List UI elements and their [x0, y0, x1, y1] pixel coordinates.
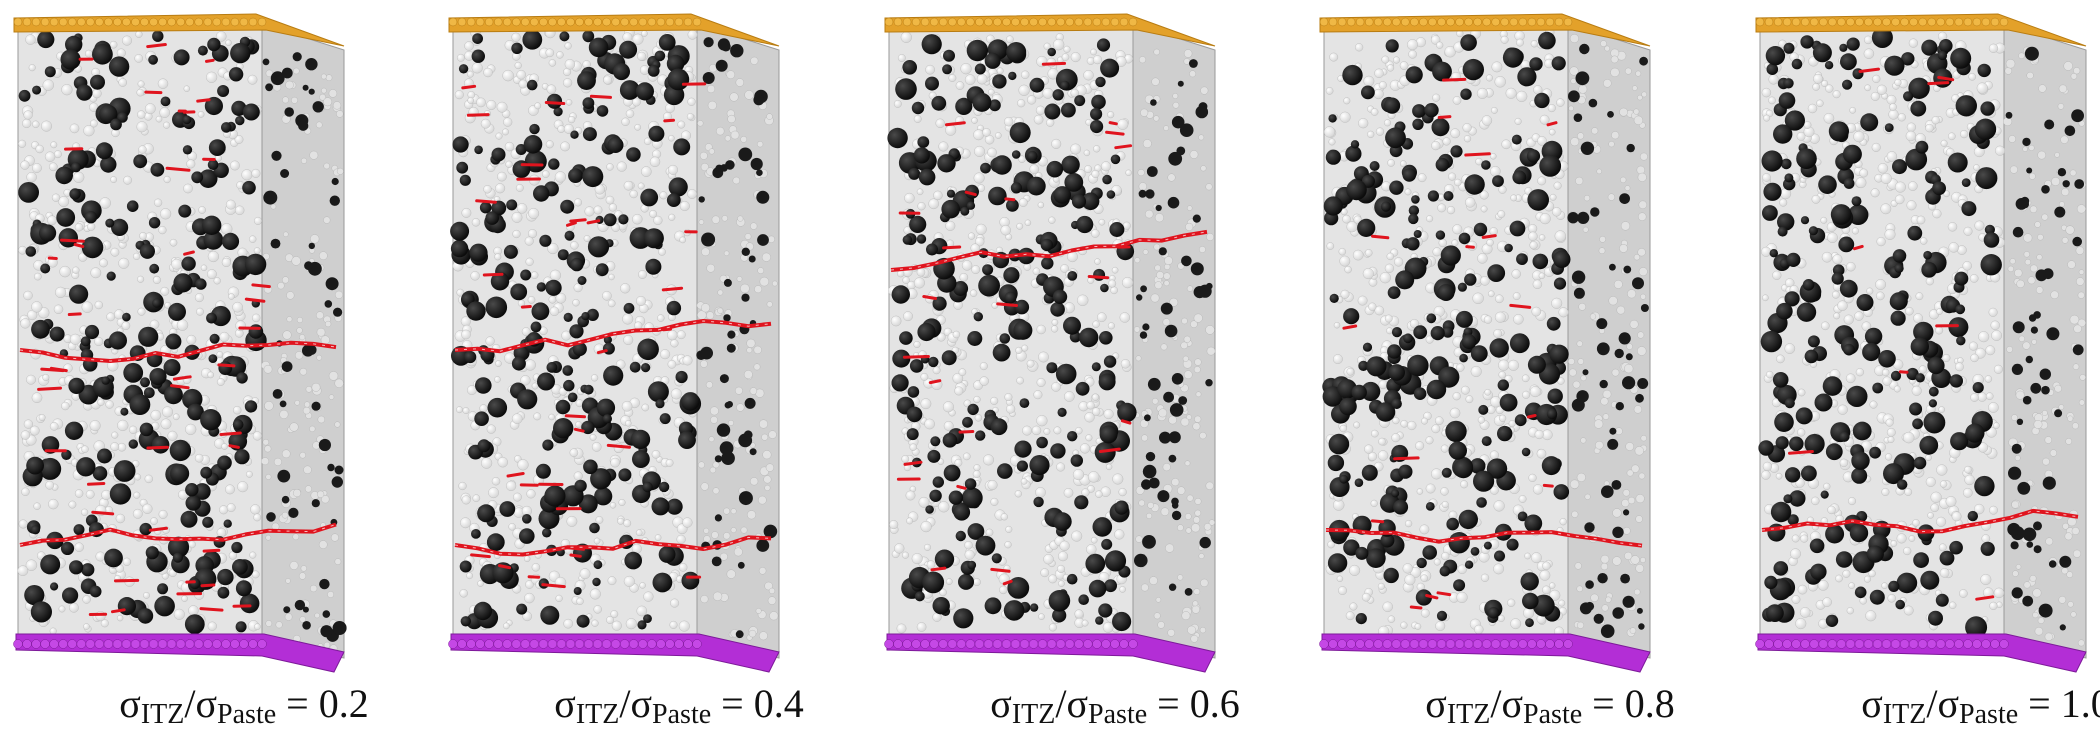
specimen-5 [1755, 13, 2087, 673]
crack-paths [1761, 67, 2079, 601]
specimen-3 [884, 13, 1216, 673]
specimen-2 [448, 13, 780, 673]
caption-panel-4: σITZ/σPaste = 0.8 [1425, 681, 1675, 730]
caption-panel-3: σITZ/σPaste = 0.6 [990, 681, 1240, 730]
side-face [1132, 23, 1216, 659]
paste-particles [1323, 27, 1648, 638]
crack-paths [19, 43, 337, 616]
caption-panel-2: σITZ/σPaste = 0.4 [554, 681, 804, 730]
crack-paths [454, 82, 772, 589]
aggregate-particles [1322, 31, 1649, 638]
specimen-1 [13, 13, 347, 673]
crack-paths [1325, 77, 1643, 610]
aggregate-particles [18, 30, 347, 642]
crack-paths [890, 61, 1208, 586]
caption-panel-5: σITZ/σPaste = 1.0 [1861, 681, 2100, 730]
caption-panel-1: σITZ/σPaste = 0.2 [119, 681, 369, 730]
specimen-4 [1319, 13, 1651, 673]
aggregate-particles [1758, 27, 2085, 639]
aggregate-particles [887, 34, 1213, 632]
